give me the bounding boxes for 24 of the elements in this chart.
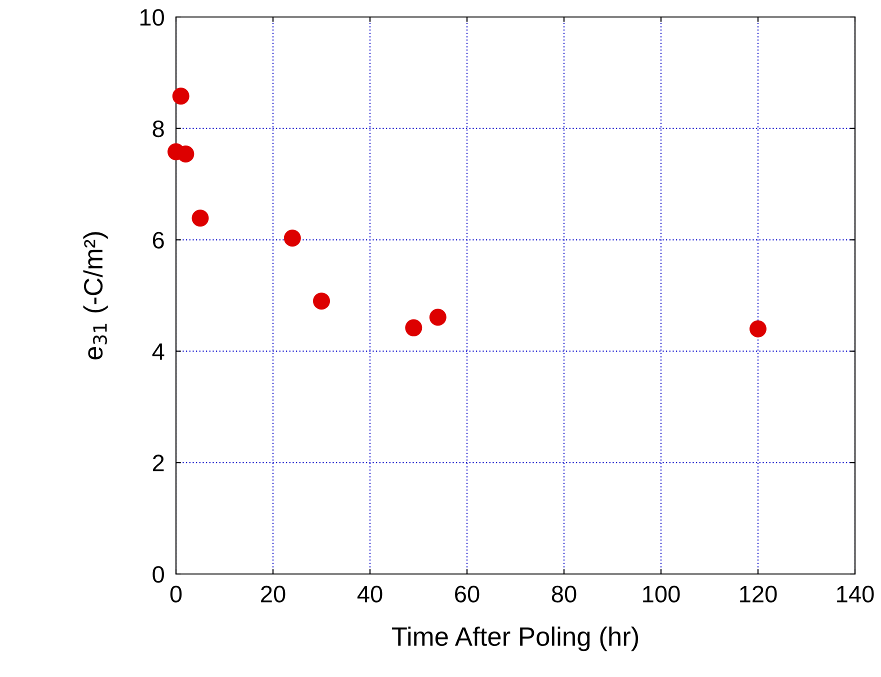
point — [405, 319, 422, 336]
point — [192, 210, 209, 227]
point — [429, 308, 446, 326]
y-tick-label: 6 — [152, 232, 164, 249]
y-tick-label: 2 — [152, 454, 164, 472]
x-tick-label: 20 — [261, 586, 286, 602]
point — [749, 320, 767, 338]
point — [172, 88, 190, 105]
point — [284, 230, 301, 247]
x-tick-label: 60 — [455, 586, 480, 602]
x-tick-label: 140 — [837, 586, 874, 602]
y-tick-label: 8 — [152, 120, 164, 138]
x-tick-label: 40 — [357, 586, 382, 602]
y-tick-label: 0 — [152, 566, 164, 583]
x-tick-label: 80 — [552, 586, 576, 602]
y-tick-label: 4 — [152, 344, 164, 360]
x-tick-label: 120 — [740, 586, 777, 602]
x-axis-title: Time After Poling (hr) — [392, 626, 638, 652]
y-axis-title: e$_{31}$ (-C/m²) — [83, 232, 108, 360]
x-tick-label: 100 — [643, 586, 680, 602]
y-tick-label: 10 — [140, 9, 164, 26]
point — [177, 146, 194, 163]
point — [312, 292, 330, 310]
x-tick-label: 0 — [170, 586, 182, 602]
